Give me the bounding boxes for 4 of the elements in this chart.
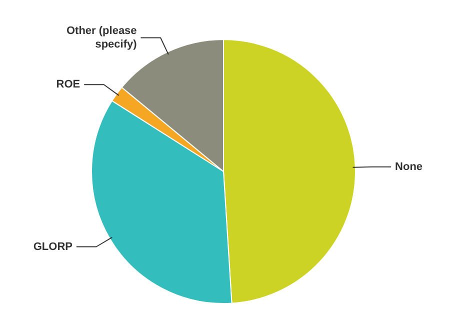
slice-label: Other (please specify): [66, 25, 138, 50]
slice-label: GLORP: [33, 240, 72, 253]
slice-label: ROE: [56, 78, 80, 91]
slice-label: None: [395, 160, 423, 173]
